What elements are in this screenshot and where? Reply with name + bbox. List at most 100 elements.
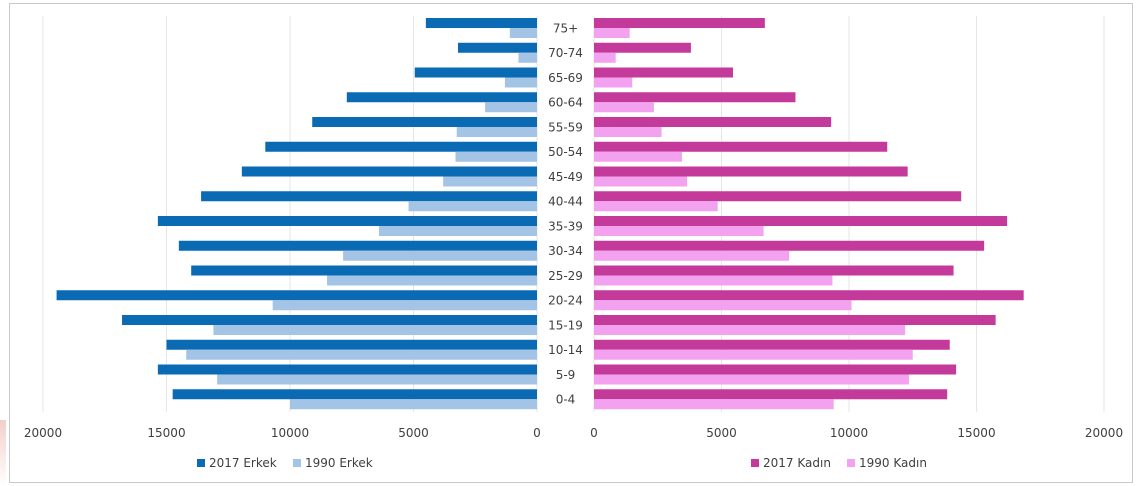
bar-2017-kadin xyxy=(594,290,1024,301)
bar-2017-kadin xyxy=(594,265,954,276)
bar-2017-kadin xyxy=(594,67,733,78)
left-axis-tick-label: 10000 xyxy=(271,426,309,440)
legend-2017-kadin-label: 2017 Kadın xyxy=(763,456,831,470)
age-group-label: 75+ xyxy=(553,21,578,35)
age-group-label: 25-29 xyxy=(548,269,583,283)
bar-2017-kadin xyxy=(594,166,908,177)
age-group-label: 45-49 xyxy=(548,170,583,184)
right-axis-tick-label: 20000 xyxy=(1085,426,1123,440)
legend-1990-kadin-swatch xyxy=(847,459,855,467)
bar-2017-kadin xyxy=(594,18,765,28)
right-axis-tick-label: 0 xyxy=(590,426,598,440)
bar-1990-kadin xyxy=(594,102,654,113)
age-group-label: 10-14 xyxy=(548,343,583,357)
bar-1990-kadin xyxy=(594,176,688,187)
bar-2017-erkek xyxy=(157,216,538,226)
age-group-label: 55-59 xyxy=(548,120,583,134)
bar-1990-kadin xyxy=(594,52,616,63)
bar-1990-kadin xyxy=(594,226,764,236)
bar-1990-erkek xyxy=(378,226,537,236)
bar-1990-erkek xyxy=(290,399,537,410)
age-group-label: 40-44 xyxy=(548,195,583,209)
bar-2017-erkek xyxy=(56,290,538,301)
left-axis-tick-label: 15000 xyxy=(147,426,185,440)
bar-2017-kadin xyxy=(594,364,957,375)
bar-1990-erkek xyxy=(455,151,537,162)
bar-2017-kadin xyxy=(594,240,985,251)
age-group-label: 60-64 xyxy=(548,96,583,110)
chart-frame: 0-4 5-9 10-14 15-19 20-24 25-29 30-34 35-39 40-4… xyxy=(9,3,1133,483)
bar-1990-erkek xyxy=(443,176,537,187)
bar-2017-kadin xyxy=(594,92,796,103)
legend-2017-kadin-swatch xyxy=(751,459,759,467)
bar-2017-kadin xyxy=(594,117,832,127)
bar-2017-erkek xyxy=(312,117,537,127)
left-axis-tick-label: 20000 xyxy=(24,426,62,440)
bar-1990-kadin xyxy=(594,201,718,212)
age-group-label: 0-4 xyxy=(556,393,576,407)
bar-2017-kadin xyxy=(594,315,996,325)
bar-2017-erkek xyxy=(414,67,537,78)
bar-1990-kadin xyxy=(594,275,833,286)
bar-1990-erkek xyxy=(518,52,537,63)
bar-2017-kadin xyxy=(594,339,950,350)
bar-2017-erkek xyxy=(346,92,537,103)
bar-2017-erkek xyxy=(157,364,538,375)
bar-1990-kadin xyxy=(594,28,630,38)
bar-1990-kadin xyxy=(594,151,682,162)
legend: 2017 Erkek 1990 Erkek 2017 Kadın 1990 Kadın xyxy=(197,456,927,470)
bar-1990-kadin xyxy=(594,250,790,261)
bar-1990-erkek xyxy=(485,102,537,113)
bar-1990-kadin xyxy=(594,300,852,311)
left-axis-tick-label: 0 xyxy=(533,426,541,440)
bar-1990-kadin xyxy=(594,399,834,410)
bar-1990-kadin xyxy=(594,374,909,385)
right-axis-tick-label: 5000 xyxy=(706,426,737,440)
bar-2017-erkek xyxy=(122,315,537,325)
age-group-label: 20-24 xyxy=(548,294,583,308)
bar-1990-kadin xyxy=(594,349,913,360)
age-group-label: 5-9 xyxy=(556,368,576,382)
bar-1990-erkek xyxy=(327,275,537,286)
legend-1990-erkek-label: 1990 Erkek xyxy=(305,456,373,470)
bar-1990-erkek xyxy=(213,325,537,335)
bar-1990-erkek xyxy=(343,250,537,261)
legend-1990-erkek-swatch xyxy=(293,459,301,467)
bar-2017-erkek xyxy=(172,389,538,400)
bar-2017-erkek xyxy=(457,42,537,53)
bar-2017-kadin xyxy=(594,42,691,53)
bar-1990-kadin xyxy=(594,325,906,335)
legend-2017-erkek-label: 2017 Erkek xyxy=(209,456,277,470)
right-axis-tick-label: 15000 xyxy=(957,426,995,440)
bar-2017-erkek xyxy=(425,18,537,28)
bar-2017-kadin xyxy=(594,191,962,202)
age-group-label: 50-54 xyxy=(548,145,583,159)
bar-2017-erkek xyxy=(191,265,537,276)
bar-1990-erkek xyxy=(272,300,537,311)
bar-1990-kadin xyxy=(594,77,633,88)
bar-1990-erkek xyxy=(408,201,537,212)
right-axis-tick-label: 10000 xyxy=(830,426,868,440)
category-labels: 0-4 5-9 10-14 15-19 20-24 25-29 30-34 35-39 40-4… xyxy=(548,21,583,406)
bar-2017-kadin xyxy=(594,389,948,400)
age-group-label: 15-19 xyxy=(548,318,583,332)
age-group-label: 35-39 xyxy=(548,219,583,233)
edge-accent xyxy=(0,420,6,486)
bars xyxy=(56,18,1024,410)
age-group-label: 65-69 xyxy=(548,71,583,85)
bar-2017-erkek xyxy=(166,339,537,350)
bar-1990-erkek xyxy=(217,374,537,385)
bar-1990-erkek xyxy=(509,28,537,38)
legend-2017-erkek-swatch xyxy=(197,459,205,467)
bar-2017-erkek xyxy=(265,141,537,152)
bar-1990-erkek xyxy=(504,77,537,88)
bar-1990-erkek xyxy=(456,127,537,137)
bar-2017-erkek xyxy=(201,191,537,202)
bar-2017-erkek xyxy=(241,166,537,177)
left-axis-tick-label: 5000 xyxy=(398,426,429,440)
axis-ticks: 20000 15000 10000 5000 0 0 5000 10000 15000 20000 xyxy=(24,426,1123,440)
bar-1990-kadin xyxy=(594,127,662,137)
age-group-label: 70-74 xyxy=(548,46,583,60)
population-pyramid-chart: 0-4 5-9 10-14 15-19 20-24 25-29 30-34 35-39 40-4… xyxy=(24,16,1123,470)
bar-1990-erkek xyxy=(186,349,537,360)
